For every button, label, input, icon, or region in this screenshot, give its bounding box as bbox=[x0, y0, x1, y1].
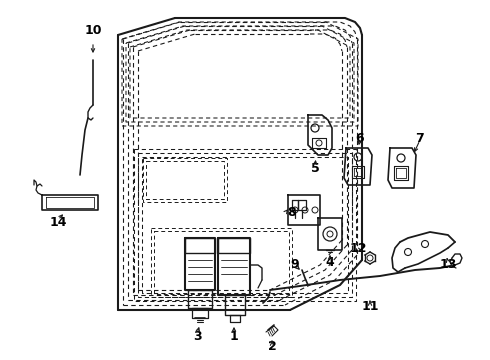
Text: 3: 3 bbox=[193, 329, 201, 342]
Text: 6: 6 bbox=[356, 131, 364, 144]
Text: 7: 7 bbox=[416, 131, 424, 144]
Text: 14: 14 bbox=[49, 216, 67, 229]
Text: 10: 10 bbox=[84, 23, 102, 36]
Text: 1: 1 bbox=[230, 329, 238, 342]
Text: 5: 5 bbox=[311, 162, 319, 175]
Text: 2: 2 bbox=[268, 339, 276, 352]
Text: 12: 12 bbox=[349, 242, 367, 255]
Text: 9: 9 bbox=[291, 258, 299, 271]
Text: 4: 4 bbox=[326, 256, 334, 269]
Text: 11: 11 bbox=[361, 300, 379, 312]
Bar bbox=[354, 169, 362, 175]
Text: 13: 13 bbox=[440, 257, 457, 270]
Text: 8: 8 bbox=[288, 206, 296, 219]
